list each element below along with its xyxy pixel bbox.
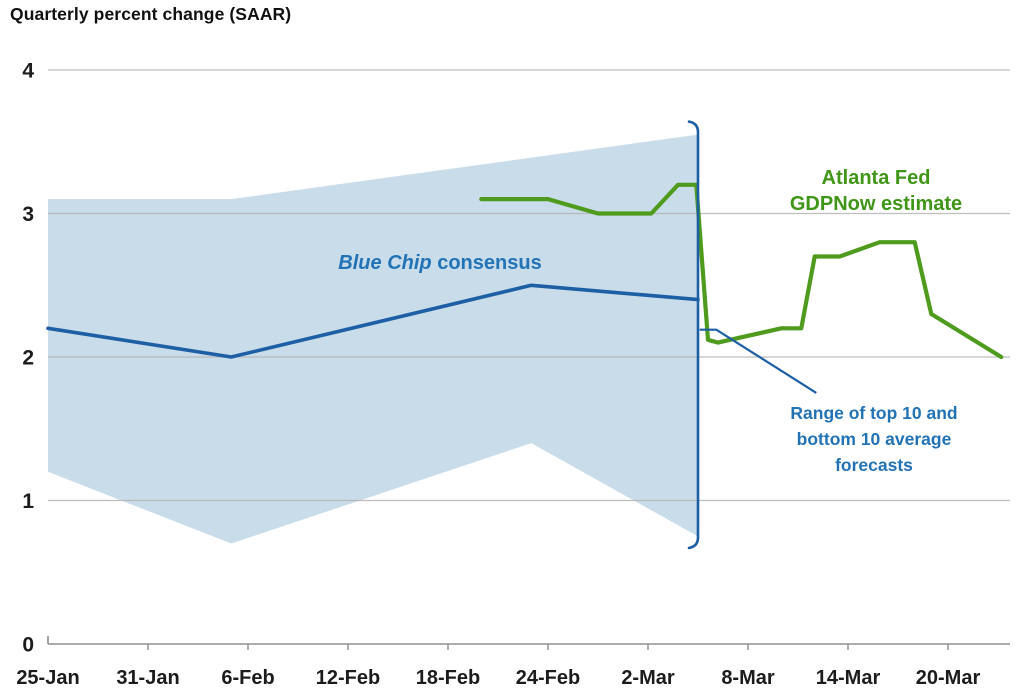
- range-bracket: [687, 120, 700, 550]
- x-tick-label-25-Jan: 25-Jan: [16, 667, 79, 689]
- y-tick-label-4: 4: [22, 60, 34, 83]
- x-tick-label-6-Feb: 6-Feb: [221, 667, 274, 689]
- x-tick-label-12-Feb: 12-Feb: [316, 667, 380, 689]
- x-tick-label-31-Jan: 31-Jan: [116, 667, 179, 689]
- y-tick-label-1: 1: [22, 490, 34, 513]
- forecast-range-band: [48, 134, 698, 544]
- x-tick-label-18-Feb: 18-Feb: [416, 667, 480, 689]
- x-tick-label-24-Feb: 24-Feb: [516, 667, 580, 689]
- x-tick-label-20-Mar: 20-Mar: [916, 667, 981, 689]
- y-tick-label-0: 0: [22, 634, 34, 657]
- chart-title: Quarterly percent change (SAAR): [10, 4, 292, 24]
- range-leader-line: [699, 328, 817, 394]
- x-tick-label-14-Mar: 14-Mar: [816, 667, 881, 689]
- x-tick-label-8-Mar: 8-Mar: [721, 667, 775, 689]
- y-tick-label-3: 3: [22, 203, 34, 226]
- x-tick-label-2-Mar: 2-Mar: [621, 667, 675, 689]
- series-line-gdpnow: [479, 182, 1004, 360]
- series-line-blue-chip: [46, 283, 700, 359]
- y-tick-label-2: 2: [22, 347, 34, 370]
